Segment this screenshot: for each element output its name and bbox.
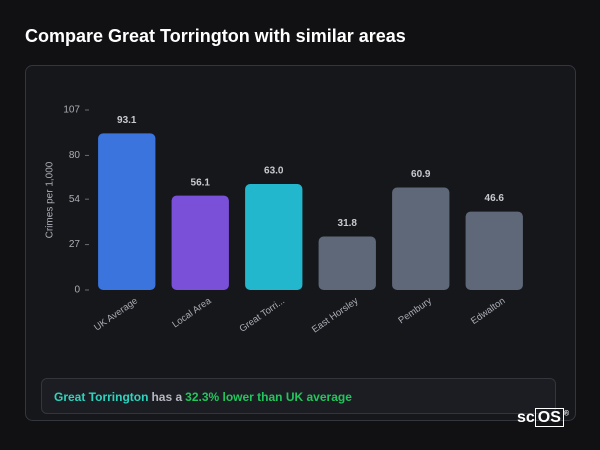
bar [245, 184, 303, 290]
chart-title: Compare Great Torrington with similar ar… [25, 26, 406, 46]
bar [465, 211, 523, 290]
summary: Great Torrington has a 32.3% lower than UK… [41, 378, 556, 414]
bar [98, 133, 156, 290]
y-tick-label: 0 [74, 285, 80, 296]
y-tick-label: 27 [69, 239, 81, 250]
value-label: 56.1 [191, 177, 211, 188]
summary-area: Great Torrington [54, 390, 149, 404]
y-axis-label: Crimes per 1,000 [45, 161, 56, 238]
y-tick-label: 107 [63, 105, 80, 116]
summary-highlight: 32.3% lower than UK average [185, 390, 352, 404]
value-label: 63.0 [264, 166, 284, 177]
logo-right: OS [534, 408, 564, 427]
bar [171, 195, 229, 290]
y-tick-label: 54 [69, 194, 81, 205]
value-label: 31.8 [338, 218, 358, 229]
y-tick-label: 80 [69, 150, 81, 161]
bar [318, 236, 376, 290]
value-label: 93.1 [117, 115, 137, 126]
summary-text: has a [151, 390, 183, 404]
logo: sc OS ® [517, 408, 570, 427]
value-label: 46.6 [485, 193, 505, 204]
value-label: 60.9 [411, 169, 431, 180]
logo-left: sc [517, 409, 535, 426]
bar [392, 187, 450, 290]
logo-mark: ® [563, 410, 570, 418]
